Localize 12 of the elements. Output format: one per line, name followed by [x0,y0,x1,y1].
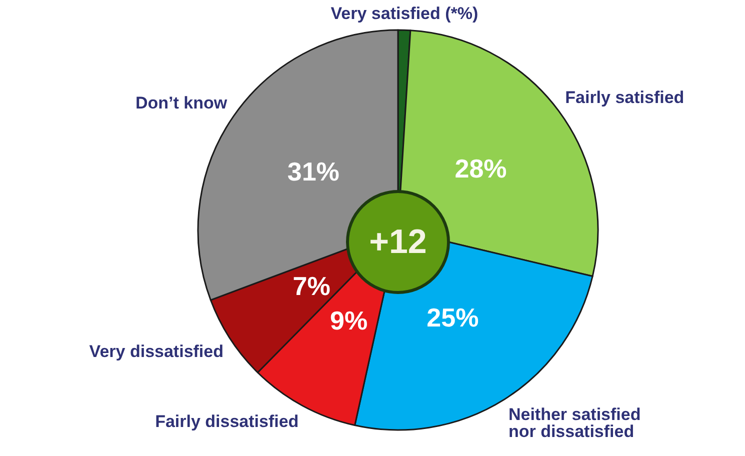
data-label: 25% [426,302,479,332]
data-label: 28% [454,154,507,184]
slice-label: Very satisfied (*%) [330,4,478,24]
text: +12 [346,190,450,294]
slice-label: Fairly satisfied [565,88,684,108]
slice-label: Neither satisfied nor dissatisfied [508,405,646,442]
data-label: 7% [292,271,330,302]
slice-label: Don’t know [135,93,228,112]
slice-label: Fairly dissatisfied [155,412,299,431]
data-label: 9% [330,306,368,336]
slice-label: Very dissatisfied [89,342,224,362]
data-label: 31% [287,156,340,186]
